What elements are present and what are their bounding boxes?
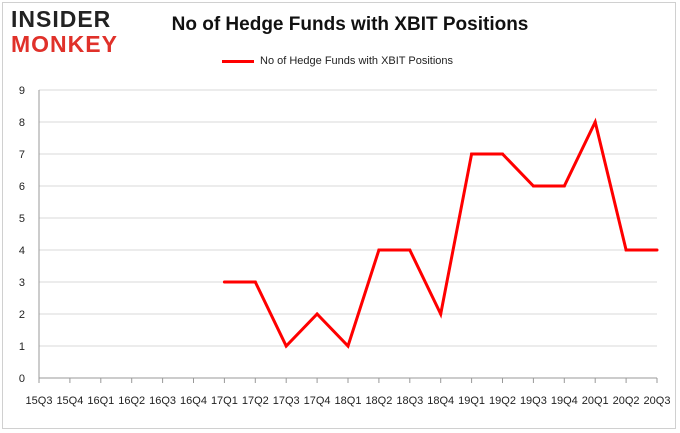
data-point-19Q2 [501,152,504,156]
chart-legend: No of Hedge Funds with XBIT Positions [222,55,453,67]
x-tick-label-17Q3: 17Q3 [273,395,300,407]
data-point-20Q1 [593,120,597,124]
y-tick-label-9: 9 [19,85,25,97]
x-tick-label-16Q3: 16Q3 [149,395,176,407]
x-tick-label-19Q3: 19Q3 [520,395,547,407]
series-line-0 [224,117,657,349]
x-tick-label-20Q1: 20Q1 [582,395,609,407]
legend-label: No of Hedge Funds with XBIT Positions [260,55,454,67]
y-tick-label-7: 7 [19,149,25,161]
x-tick-label-17Q2: 17Q2 [242,395,269,407]
y-tick-label-0: 0 [19,373,25,385]
y-tick-label-6: 6 [19,181,25,193]
legend-swatch [222,59,254,63]
data-point-20Q2 [624,248,628,252]
y-tick-label-2: 2 [19,309,25,321]
x-tick-label-18Q3: 18Q3 [396,395,423,407]
data-point-19Q4 [562,184,566,188]
x-tick-label-18Q1: 18Q1 [335,395,362,407]
x-tick-label-15Q3: 15Q3 [26,395,53,407]
x-tick-label-19Q4: 19Q4 [551,395,578,407]
x-tick-label-16Q1: 16Q1 [87,395,114,407]
data-point-18Q2 [377,248,381,252]
x-tick-label-16Q2: 16Q2 [118,395,145,407]
x-tick-label-20Q2: 20Q2 [613,395,640,407]
x-tick-label-18Q4: 18Q4 [427,395,454,407]
chart-title: No of Hedge Funds with XBIT Positions [171,14,529,35]
data-point-17Q3 [284,344,288,348]
data-point-18Q3 [408,248,412,252]
x-tick-label-17Q4: 17Q4 [304,395,331,407]
chart-frame [2,2,676,429]
x-tick-label-17Q1: 17Q1 [211,395,238,407]
data-point-20Q3 [655,248,659,252]
insider-monkey-logo: INSIDER MONKEY [11,8,118,56]
y-tick-label-3: 3 [19,277,25,289]
data-point-17Q1 [222,280,226,284]
data-point-18Q1 [346,344,350,348]
y-tick-label-8: 8 [19,117,25,129]
x-tick-label-16Q4: 16Q4 [180,395,207,407]
data-point-18Q4 [439,312,443,316]
logo-bottom-text: MONKEY [11,31,118,57]
x-tick-label-18Q2: 18Q2 [365,395,392,407]
x-tick-label-20Q3: 20Q3 [644,395,671,407]
y-tick-label-4: 4 [19,245,25,257]
data-point-17Q2 [253,280,257,284]
x-tick-label-19Q2: 19Q2 [489,395,516,407]
logo-top-text: INSIDER [11,6,112,32]
y-tick-label-1: 1 [19,341,25,353]
x-tick-label-15Q4: 15Q4 [56,395,83,407]
data-point-19Q1 [470,152,474,156]
x-tick-label-19Q1: 19Q1 [458,395,485,407]
y-tick-label-5: 5 [19,213,25,225]
data-point-19Q3 [531,184,535,188]
data-point-17Q4 [315,312,319,316]
